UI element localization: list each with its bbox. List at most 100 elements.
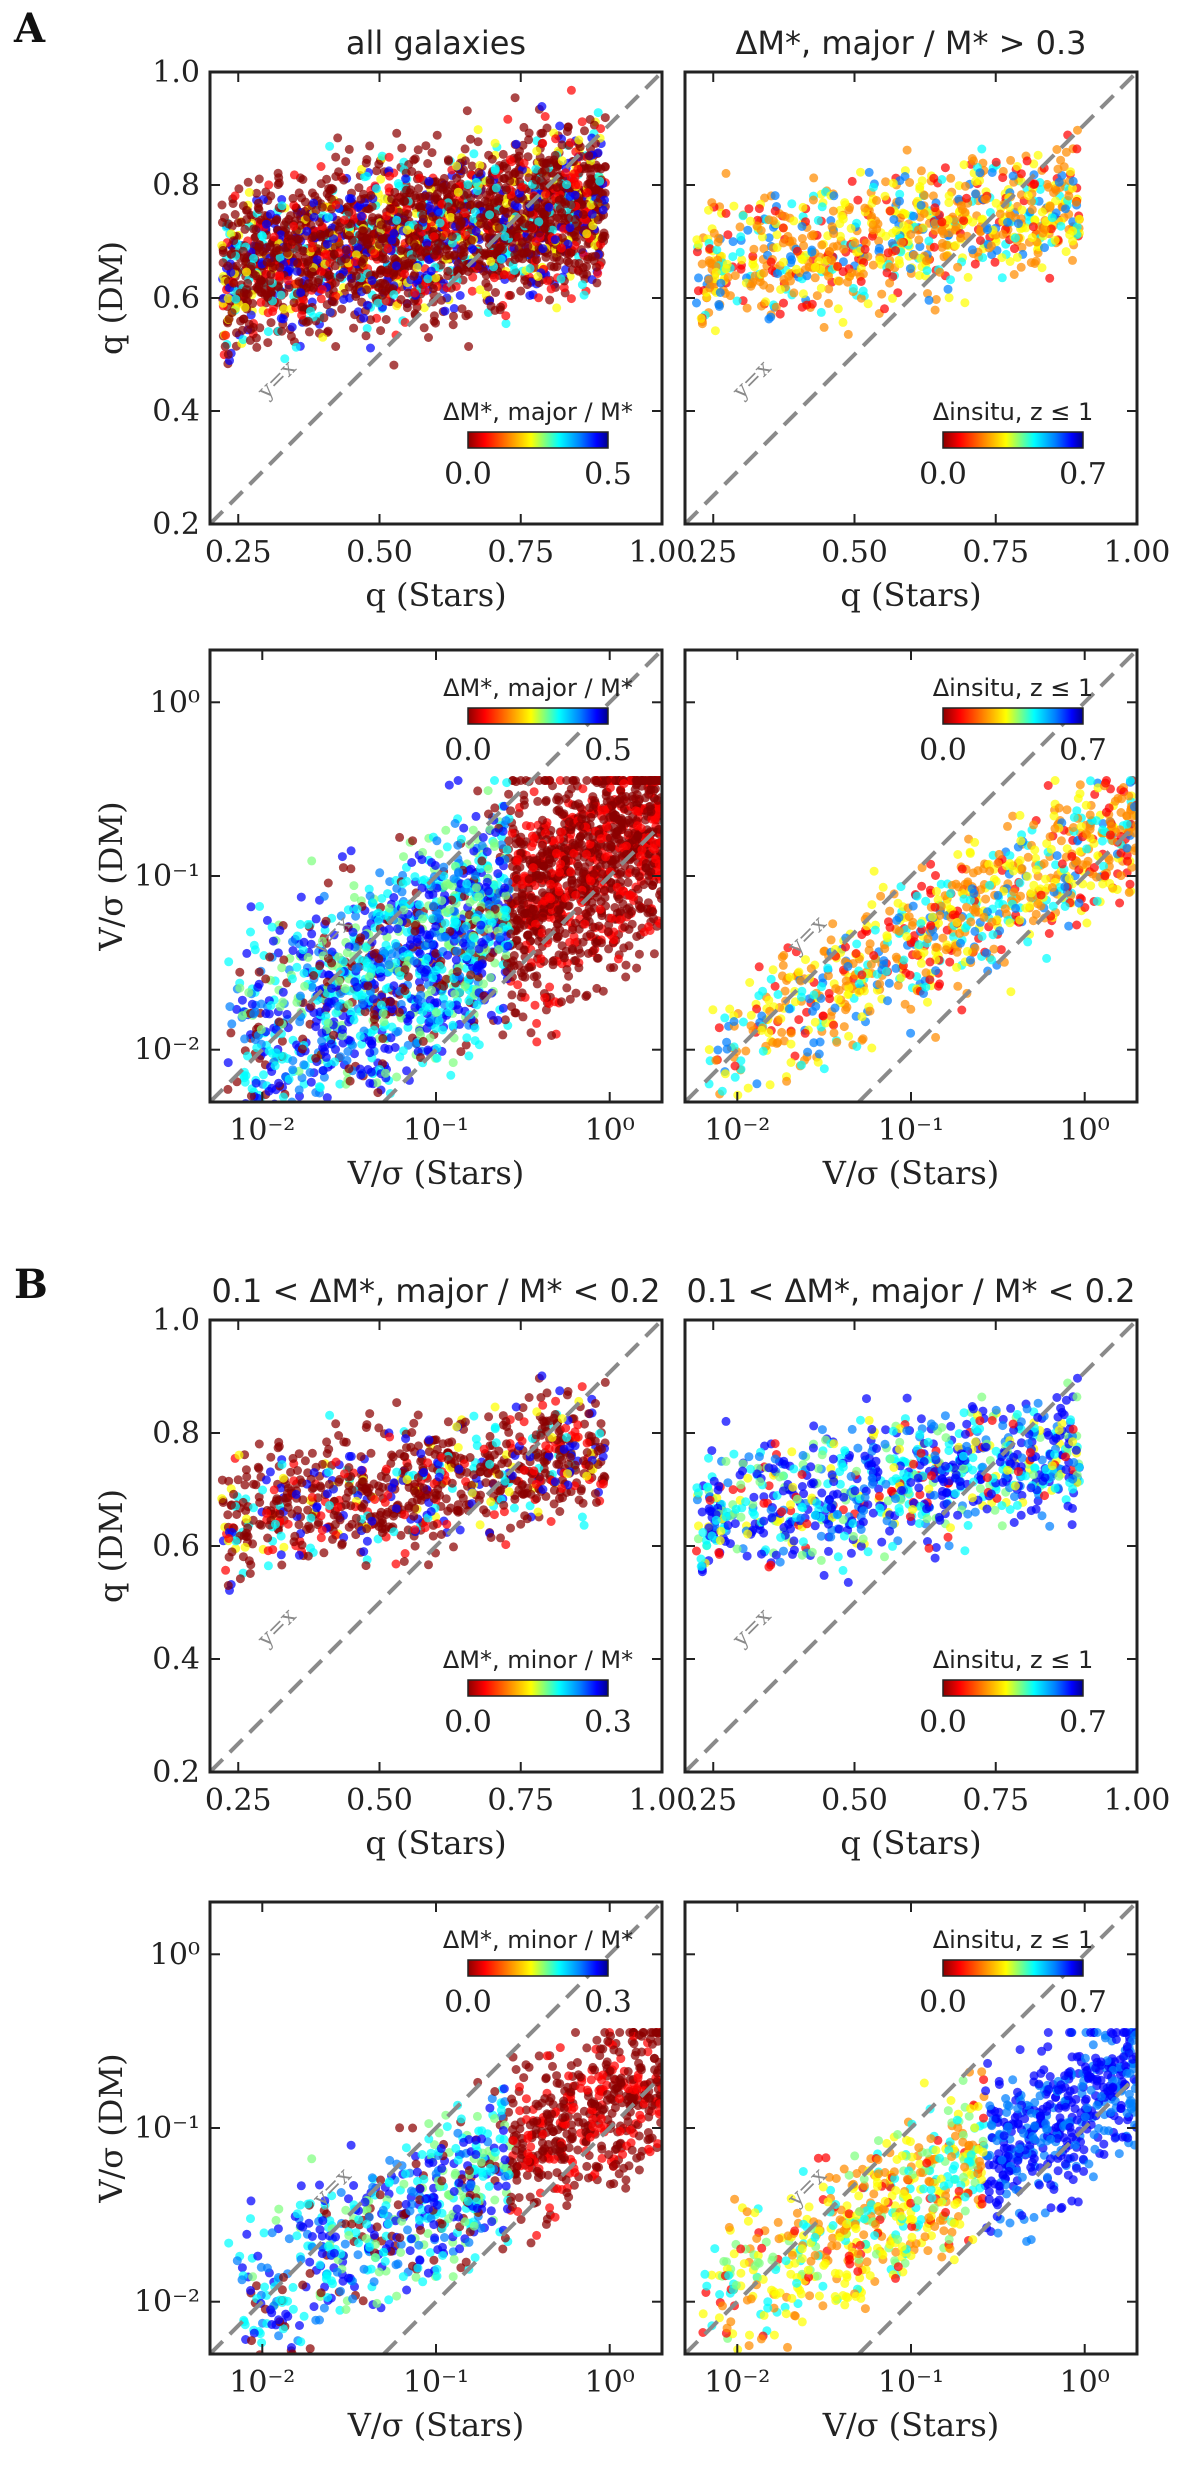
data-point	[238, 335, 248, 345]
data-point	[420, 286, 430, 296]
data-point	[391, 261, 401, 271]
data-point	[441, 251, 451, 261]
data-point	[893, 288, 903, 298]
data-point	[356, 194, 366, 204]
data-point	[945, 228, 954, 238]
data-point	[443, 202, 453, 212]
data-point	[361, 331, 371, 341]
data-point	[712, 245, 722, 255]
data-point	[323, 326, 333, 336]
data-point	[944, 293, 954, 303]
data-point	[847, 176, 857, 186]
data-point	[489, 273, 499, 283]
data-point	[453, 259, 463, 269]
data-point	[389, 228, 399, 238]
data-point	[937, 175, 947, 184]
data-point	[322, 174, 332, 184]
data-point	[409, 271, 419, 281]
data-point	[1006, 155, 1016, 165]
data-point	[322, 1093, 332, 1102]
data-point	[353, 243, 363, 253]
data-point	[336, 911, 346, 921]
data-point	[407, 254, 417, 264]
data-point	[392, 215, 402, 225]
x-tick-label: 0.25	[205, 535, 272, 570]
data-point	[502, 163, 512, 173]
data-point	[557, 243, 566, 253]
data-point	[387, 1004, 397, 1014]
data-point	[511, 139, 521, 149]
data-point	[574, 258, 584, 268]
data-point	[540, 165, 550, 175]
data-point	[504, 836, 514, 846]
data-point	[560, 929, 570, 938]
data-point	[1068, 226, 1078, 236]
data-point	[649, 949, 659, 959]
data-point	[357, 211, 366, 221]
data-point	[570, 173, 580, 183]
data-point	[490, 166, 500, 175]
data-point	[778, 223, 788, 233]
data-point	[498, 1030, 508, 1040]
data-point	[888, 178, 898, 188]
data-point	[971, 189, 980, 199]
data-point	[374, 232, 384, 242]
data-point	[723, 272, 733, 282]
data-point	[232, 261, 242, 271]
data-point	[343, 1047, 353, 1056]
data-point	[905, 264, 915, 274]
data-point	[909, 211, 919, 221]
x-axis-label: q (Stars)	[840, 576, 981, 614]
data-point	[283, 230, 293, 240]
data-point	[241, 205, 251, 215]
data-point	[472, 186, 482, 196]
data-point	[337, 304, 347, 314]
data-point	[402, 303, 412, 313]
data-point	[1010, 244, 1019, 254]
data-point	[349, 323, 359, 333]
data-point	[467, 235, 476, 245]
data-point	[429, 311, 439, 321]
data-point	[318, 332, 328, 342]
data-point	[772, 230, 782, 240]
data-point	[797, 234, 807, 243]
data-point	[562, 256, 572, 266]
data-point	[483, 221, 493, 231]
data-point	[977, 144, 987, 154]
data-point	[306, 939, 316, 949]
data-point	[500, 231, 510, 241]
data-point	[457, 304, 467, 314]
data-point	[279, 304, 289, 314]
data-point	[399, 196, 409, 206]
data-point	[1027, 205, 1037, 215]
data-point	[417, 200, 427, 210]
data-point	[735, 222, 745, 232]
data-point	[624, 941, 634, 951]
data-point	[467, 286, 477, 296]
data-point	[693, 286, 703, 296]
data-point	[443, 155, 453, 165]
data-point	[596, 124, 606, 134]
scatter-points	[692, 125, 1084, 339]
data-point	[423, 274, 433, 284]
data-point	[509, 265, 519, 275]
data-point	[483, 282, 493, 292]
data-point	[481, 232, 491, 242]
data-point	[722, 259, 732, 269]
data-point	[562, 965, 572, 974]
data-point	[737, 255, 747, 265]
data-point	[946, 173, 956, 183]
data-point	[497, 840, 506, 850]
data-point	[1061, 247, 1071, 257]
data-point	[600, 113, 610, 123]
data-point	[418, 193, 427, 203]
data-point	[277, 201, 287, 211]
data-point	[732, 296, 742, 306]
data-point	[275, 262, 285, 272]
data-point	[1074, 214, 1084, 224]
data-point	[833, 304, 843, 314]
data-point	[224, 957, 234, 967]
data-point	[856, 277, 866, 286]
data-point	[246, 927, 255, 937]
data-point	[519, 158, 529, 168]
